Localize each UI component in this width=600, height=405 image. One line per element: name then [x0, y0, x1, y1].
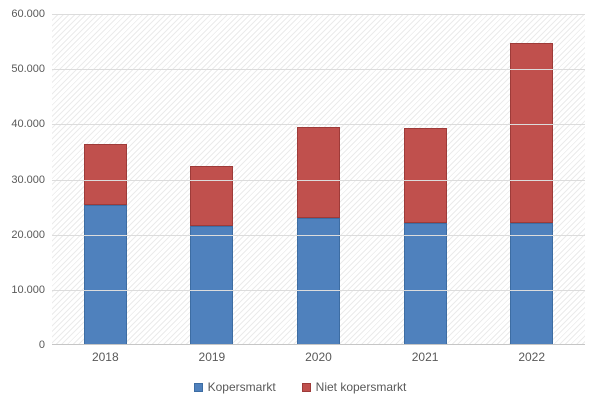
x-tick-label-2022: 2022 [518, 350, 546, 364]
gridline [52, 14, 585, 15]
legend-label-kopersmarkt: Kopersmarkt [207, 380, 276, 394]
gridline [52, 179, 585, 181]
bar-segment-kopersmarkt-2021 [403, 223, 447, 345]
bar-segment-kopersmarkt-2022 [510, 222, 554, 345]
kopersmarkt-swatch-icon [193, 382, 203, 392]
bar-segment-niet-kopersmarkt-2018 [83, 143, 127, 205]
y-tick-label: 10.000 [11, 283, 45, 296]
bar-segment-kopersmarkt-2019 [190, 225, 234, 345]
x-tick-label-2020: 2020 [305, 350, 332, 364]
legend-label-niet-kopersmarkt: Niet kopersmarkt [315, 380, 407, 394]
x-tick-label-2018: 2018 [91, 350, 119, 364]
x-axis-line [52, 344, 585, 345]
x-axis: 2018 2019 2020 2021 2022 [52, 346, 585, 368]
bar-slot-2018 [52, 14, 159, 345]
bars-container [52, 14, 585, 345]
bar-slot-2020 [265, 14, 372, 345]
y-tick-label: 0 [38, 339, 45, 351]
legend-item-niet-kopersmarkt: Niet kopersmarkt [301, 380, 407, 394]
x-tick-label-2019: 2019 [198, 350, 226, 364]
x-tick-label-2021: 2021 [411, 350, 439, 364]
gridline [52, 124, 585, 126]
y-axis: 0 10.000 20.000 30.000 40.000 50.000 60.000 [0, 8, 45, 351]
gridline [52, 289, 585, 291]
y-tick-label: 30.000 [11, 173, 45, 186]
y-tick-label: 20.000 [11, 228, 45, 241]
plot-area [52, 14, 585, 345]
bar-slot-2022 [478, 14, 585, 345]
bar-segment-niet-kopersmarkt-2019 [190, 166, 234, 226]
y-tick-label: 60.000 [11, 8, 45, 20]
y-tick-label: 50.000 [11, 63, 45, 76]
gridline [52, 69, 585, 71]
bar-segment-niet-kopersmarkt-2022 [510, 42, 554, 223]
bar-slot-2021 [372, 14, 479, 345]
gridline [52, 234, 585, 236]
bar-segment-niet-kopersmarkt-2021 [403, 128, 447, 224]
bar-segment-kopersmarkt-2020 [296, 217, 340, 345]
legend: Kopersmarkt Niet kopersmarkt [0, 377, 600, 397]
bar-segment-kopersmarkt-2018 [83, 204, 127, 345]
y-tick-label: 40.000 [11, 118, 45, 131]
legend-item-kopersmarkt: Kopersmarkt [193, 380, 276, 394]
niet-kopersmarkt-swatch-icon [301, 382, 311, 392]
bar-segment-niet-kopersmarkt-2020 [296, 127, 340, 218]
